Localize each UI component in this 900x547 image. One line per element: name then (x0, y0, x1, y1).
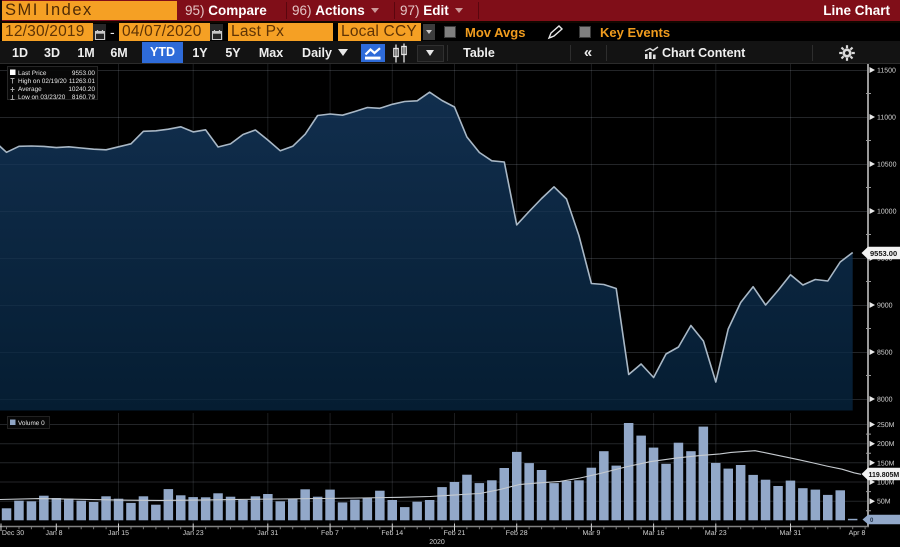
svg-text:100M: 100M (877, 480, 895, 487)
svg-text:Average: Average (18, 86, 42, 93)
svg-text:Mar 31: Mar 31 (780, 530, 802, 537)
svg-text:9553.00: 9553.00 (72, 70, 96, 77)
svg-text:11500: 11500 (877, 68, 896, 75)
svg-text:119.805M: 119.805M (869, 472, 900, 479)
svg-text:0: 0 (870, 518, 874, 524)
svg-text:Jan 15: Jan 15 (108, 530, 129, 537)
svg-text:8000: 8000 (877, 397, 893, 404)
svg-text:Feb 14: Feb 14 (381, 529, 403, 537)
svg-text:Feb 28: Feb 28 (506, 529, 528, 537)
svg-text:10500: 10500 (877, 162, 897, 169)
svg-text:Mar 23: Mar 23 (705, 530, 727, 537)
svg-text:10000: 10000 (877, 209, 897, 216)
svg-text:Volume 0: Volume 0 (18, 420, 45, 427)
svg-text:200M: 200M (877, 441, 895, 448)
svg-text:10240.20: 10240.20 (68, 86, 95, 93)
svg-text:Jan 8: Jan 8 (45, 530, 62, 537)
svg-text:Feb 7: Feb 7 (321, 529, 339, 537)
svg-text:8500: 8500 (877, 350, 893, 357)
svg-text:9553.00: 9553.00 (870, 249, 897, 258)
svg-text:Low on 03/23/20: Low on 03/23/20 (18, 94, 66, 101)
svg-text:High on 02/19/20: High on 02/19/20 (18, 78, 67, 85)
svg-text:Last Price: Last Price (18, 70, 47, 77)
svg-text:11263.01: 11263.01 (69, 78, 96, 85)
svg-text:Mar 16: Mar 16 (643, 530, 665, 537)
svg-text:Mar 9: Mar 9 (582, 530, 600, 537)
svg-text:Dec 30: Dec 30 (2, 530, 24, 537)
svg-text:11000: 11000 (877, 115, 896, 122)
svg-text:Apr 8: Apr 8 (849, 530, 866, 537)
svg-text:150M: 150M (877, 460, 895, 467)
svg-text:Feb 21: Feb 21 (444, 529, 466, 537)
svg-text:Jan 31: Jan 31 (257, 530, 278, 537)
svg-text:Jan 23: Jan 23 (183, 530, 204, 537)
svg-text:9000: 9000 (877, 303, 893, 310)
svg-text:250M: 250M (877, 422, 895, 429)
svg-text:50M: 50M (877, 499, 891, 506)
svg-text:8160.79: 8160.79 (72, 94, 96, 101)
svg-text:2020: 2020 (429, 539, 445, 546)
